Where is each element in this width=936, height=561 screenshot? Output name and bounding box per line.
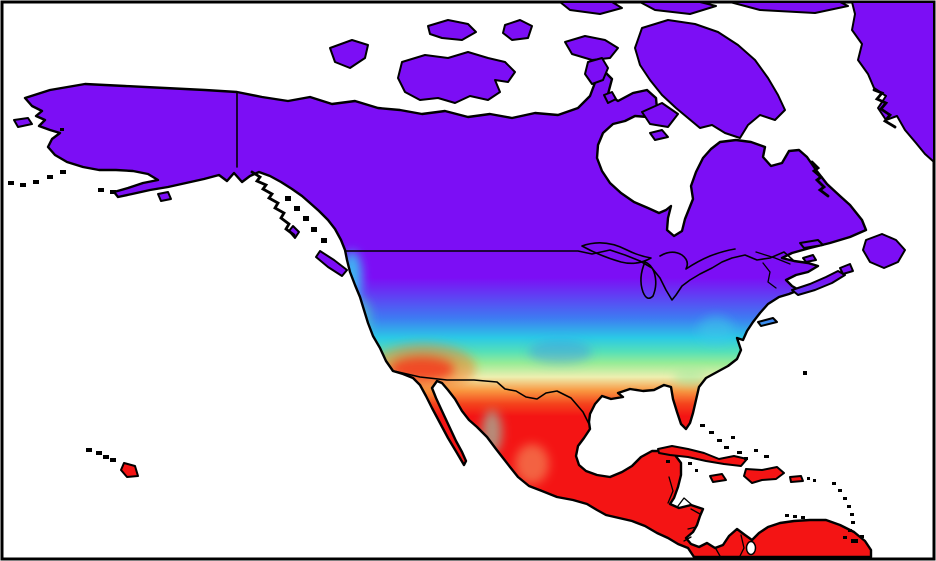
melville-island (427, 19, 477, 41)
lake-superior-outline (581, 242, 652, 265)
maine-border (762, 262, 777, 289)
ellesmere-island-mid (639, 1, 717, 15)
patch-texas-blue (528, 340, 592, 364)
st-lawrence-river (755, 251, 791, 265)
somerset-prince-of-wales-island (584, 57, 609, 85)
bc-coastal-islands (285, 196, 327, 243)
political-borders (236, 92, 794, 557)
cuba (657, 445, 748, 467)
hawaii-big-island (120, 462, 139, 478)
banks-island (329, 39, 369, 69)
coastal-texture (250, 88, 897, 237)
mexico-guatemala-border (667, 476, 674, 504)
labrador-fjords (810, 160, 830, 198)
greenland-fjords (872, 88, 897, 129)
patch-florida-base (673, 370, 707, 386)
cape-breton-island (839, 263, 854, 275)
nicaragua-costa-rica-border (687, 526, 697, 530)
jamaica (709, 473, 727, 483)
newfoundland (862, 233, 906, 269)
abc-islands (785, 514, 805, 519)
cayman-cozumel-islands (666, 460, 698, 472)
baffin-island (634, 19, 786, 139)
patch-southeast-coast (698, 316, 734, 344)
guatemala-honduras-border (677, 497, 693, 507)
king-william-island (603, 91, 617, 104)
bermuda (803, 371, 807, 375)
victoria-island (397, 51, 516, 104)
us-canada-border (345, 249, 794, 301)
bathurst-island (502, 19, 533, 41)
alaska-panhandle-fjords (250, 170, 296, 237)
devon-island (564, 35, 619, 61)
vancouver-island (315, 250, 348, 277)
lesser-antilles-islands (832, 482, 864, 543)
anticosti-island (799, 239, 824, 249)
panama-colombia-border (715, 548, 721, 557)
ellesmere-island-east (729, 1, 849, 14)
us-mexico-border (393, 370, 590, 425)
patch-mexican-plateau (515, 444, 549, 484)
southampton-island (641, 102, 679, 128)
lakes-huron-erie-ontario-outline (659, 248, 736, 270)
virgin-islands (807, 477, 816, 482)
costa-rica-panama-border (683, 536, 692, 542)
hispaniola (743, 466, 785, 484)
puerto-rico (789, 475, 804, 483)
ellesmere-island-west (559, 1, 623, 15)
prince-edward-island (802, 254, 817, 263)
greenland (851, 1, 935, 163)
coats-island (649, 129, 669, 141)
honduras-nicaragua-border (690, 508, 701, 515)
nova-scotia (791, 270, 846, 296)
haida-gwaii (288, 225, 300, 239)
st-lawrence-island (13, 117, 33, 128)
hawaiian-islands-small (86, 448, 116, 462)
long-island (757, 317, 778, 327)
colombia-venezuela-border (739, 534, 745, 557)
small-island-dots (8, 128, 864, 543)
kodiak-island (157, 191, 172, 202)
islands (13, 1, 935, 484)
lake-maracaibo (745, 540, 757, 556)
